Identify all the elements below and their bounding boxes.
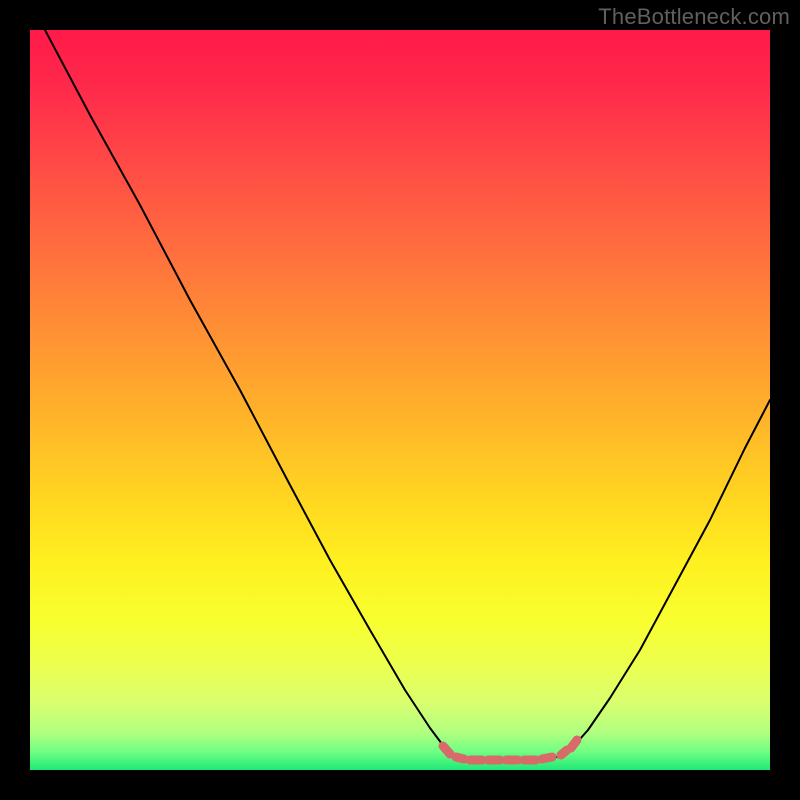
watermark-text: TheBottleneck.com — [598, 4, 790, 30]
chart-frame: TheBottleneck.com — [0, 0, 800, 800]
plot-area — [30, 30, 770, 770]
bottleneck-curve — [45, 30, 770, 760]
curve-layer — [30, 30, 770, 770]
